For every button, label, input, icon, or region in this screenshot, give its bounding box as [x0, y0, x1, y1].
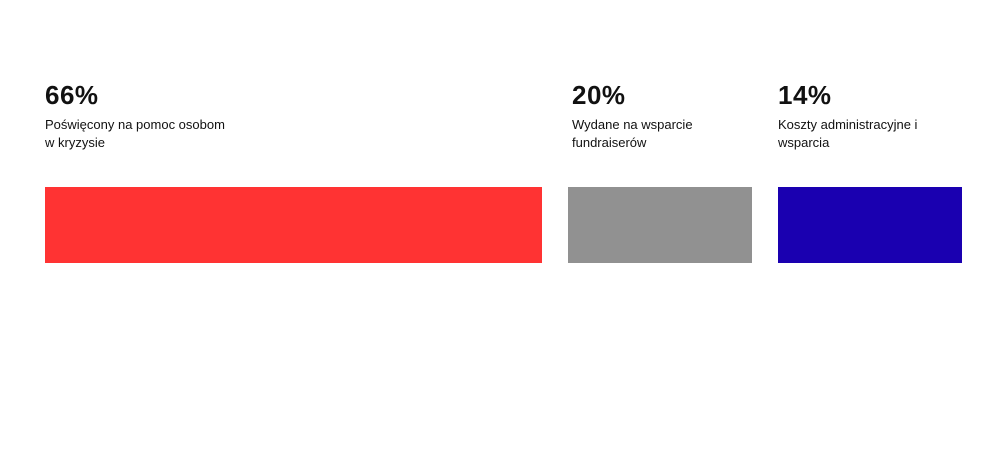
bar	[45, 187, 542, 263]
value-label: 14%	[778, 80, 832, 110]
category-label: Wydane na wsparcie fundraiserów	[572, 117, 693, 150]
category-label: Poświęcony na pomoc osobom w kryzysie	[45, 117, 225, 150]
value-label: 20%	[572, 80, 626, 110]
bar	[568, 187, 752, 263]
bar	[778, 187, 962, 263]
value-label: 66%	[45, 80, 99, 110]
category-label: Koszty administracyjne i wsparcia	[778, 117, 918, 150]
